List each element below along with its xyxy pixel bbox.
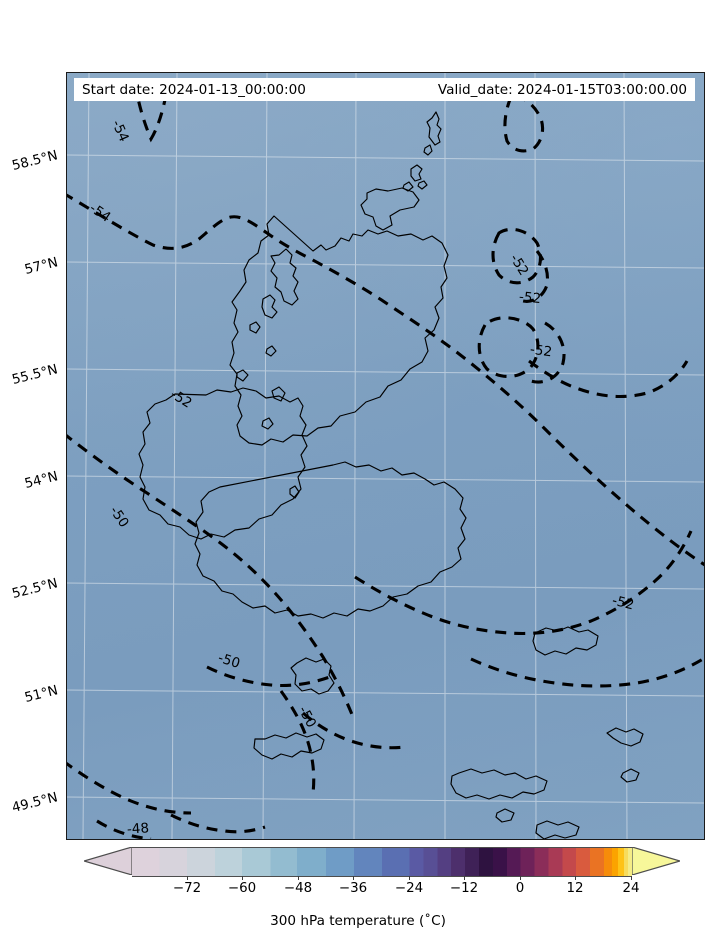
contour-label: -52 [528,341,554,361]
colorbar-tick [353,876,354,880]
colorbar-tick [242,876,243,880]
colorbar-tick-label: −24 [394,881,424,896]
colorbar-gradient-body[interactable]: −72 −60 −48 −36 −24 −12 0 12 24 [132,847,640,896]
colorbar-tick [298,876,299,880]
colorbar-tick [409,876,410,880]
colorbar-high-extend-arrow [632,847,680,875]
contour-label: -48 [126,820,150,838]
contour-label: -52 [518,288,542,308]
contour-layer [67,82,704,839]
colorbar[interactable]: −72 −60 −48 −36 −24 −12 0 12 24 [84,847,680,896]
map-plot-area[interactable]: -54 -54 -52 -52 -52 -52 -52 -50 -50 -50 … [66,72,705,840]
colorbar-tick-label: 0 [515,881,525,896]
colorbar-tick-label: −72 [172,881,202,896]
colorbar-tick-label: −60 [227,881,257,896]
valid-date-label: Valid_date: 2024-01-15T03:00:00.00 [437,81,687,98]
colorbar-tick-label: −48 [283,881,313,896]
colorbar-tick [520,876,521,880]
colorbar-tick-label: 12 [566,881,584,896]
colorbar-gradient [132,848,632,876]
colorbar-tick [464,876,465,880]
colorbar-low-extend-arrow [84,847,132,875]
start-date-label: Start date: 2024-01-13_00:00:00 [82,81,306,98]
colorbar-tick [575,876,576,880]
colorbar-title: 300 hPa temperature (˚C) [270,913,446,929]
colorbar-tick-label: −12 [449,881,479,896]
date-info-bar: Start date: 2024-01-13_00:00:00 Valid_da… [74,78,695,101]
colorbar-tick-label: 24 [622,881,640,896]
colorbar-tick [187,876,188,880]
colorbar-tick [631,876,632,880]
coastline-layer [138,111,644,839]
colorbar-tick-label: −36 [338,881,368,896]
